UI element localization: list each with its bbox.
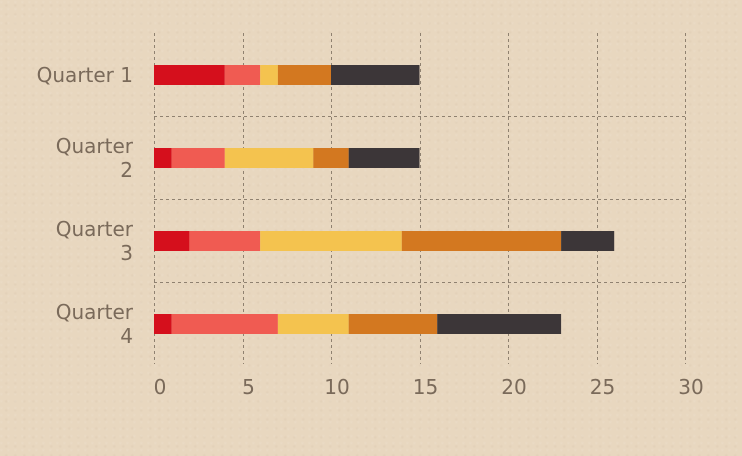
bar-segment-q4-s3 <box>277 314 349 334</box>
bar-segment-q4-s1 <box>154 314 172 334</box>
bar-segment-q3-s5 <box>561 231 615 251</box>
bar-segment-q4-s5 <box>437 314 562 334</box>
bar-segment-q3-s1 <box>154 231 190 251</box>
bar-segment-q2-s5 <box>348 148 420 168</box>
category-label-line: 3 <box>120 241 133 265</box>
x-tick-label: 20 <box>501 375 526 399</box>
bar-segment-q2-s2 <box>171 148 225 168</box>
grid <box>154 33 686 364</box>
bars <box>154 65 615 334</box>
category-label: Quarter 1 <box>37 63 133 87</box>
bar-segment-q2-s3 <box>224 148 314 168</box>
x-tick-label: 10 <box>324 375 349 399</box>
category-label: Quarter 2 <box>56 134 134 182</box>
bar-segment-q3-s3 <box>260 231 402 251</box>
bar-segment-q2-s4 <box>313 148 349 168</box>
bar-segment-q1-s1 <box>154 65 225 85</box>
bar-segment-q2-s1 <box>154 148 172 168</box>
bar-segment-q1-s4 <box>277 65 331 85</box>
category-label: Quarter 3 <box>56 217 134 265</box>
x-tick-label: 5 <box>242 375 255 399</box>
x-tick-label: 0 <box>154 375 167 399</box>
category-label-line: Quarter <box>56 134 134 158</box>
x-axis-ticks: 0 5 10 15 20 25 30 <box>154 375 704 399</box>
category-label-line: Quarter <box>56 217 134 241</box>
x-tick-label: 30 <box>678 375 703 399</box>
category-label-line: Quarter <box>56 300 134 324</box>
bar-segment-q1-s2 <box>224 65 261 85</box>
bar-segment-q4-s2 <box>171 314 278 334</box>
x-tick-label: 15 <box>413 375 438 399</box>
x-tick-label: 25 <box>590 375 615 399</box>
category-label-line: 4 <box>120 324 133 348</box>
bar-segment-q1-s5 <box>331 65 420 85</box>
category-label: Quarter 4 <box>56 300 134 348</box>
bar-segment-q4-s4 <box>348 314 438 334</box>
bar-segment-q3-s2 <box>189 231 261 251</box>
category-label-line: 2 <box>120 158 133 182</box>
bar-segment-q3-s4 <box>401 231 562 251</box>
category-label-line: Quarter 1 <box>37 63 133 87</box>
bar-segment-q1-s3 <box>260 65 278 85</box>
